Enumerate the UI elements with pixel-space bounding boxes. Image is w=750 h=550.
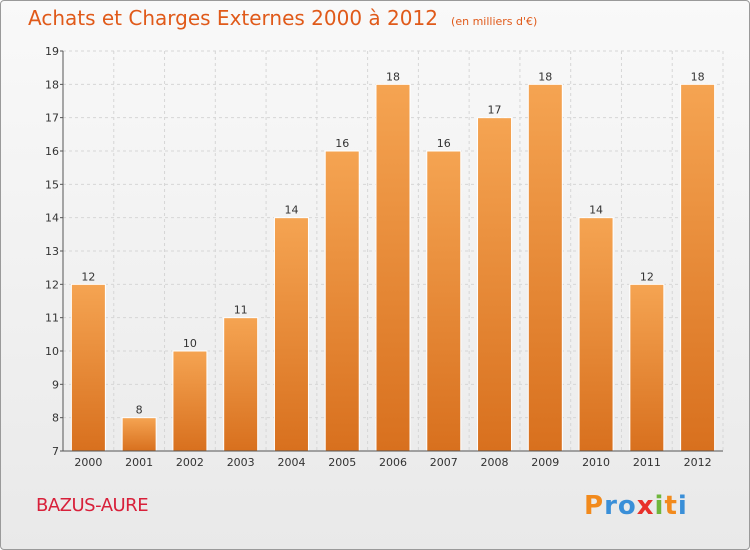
y-tick-label: 14 xyxy=(45,212,59,225)
x-tick-label: 2009 xyxy=(531,456,559,469)
bar-2012 xyxy=(680,83,716,452)
bar-2004 xyxy=(273,217,309,452)
data-label: 16 xyxy=(335,137,349,150)
x-tick-label: 2001 xyxy=(125,456,153,469)
y-tick-label: 13 xyxy=(45,245,59,258)
bar-2003 xyxy=(223,317,259,452)
y-tick-label: 8 xyxy=(52,412,59,425)
data-label: 18 xyxy=(386,70,400,83)
logo-letter: o xyxy=(617,491,637,521)
x-tick-label: 2008 xyxy=(481,456,509,469)
logo-letter: t xyxy=(664,491,678,521)
y-tick-label: 10 xyxy=(45,345,59,358)
y-tick-label: 11 xyxy=(45,312,59,325)
data-label: 11 xyxy=(234,304,248,317)
y-tick-label: 9 xyxy=(52,378,59,391)
x-tick-label: 2005 xyxy=(328,456,356,469)
data-label: 16 xyxy=(437,137,451,150)
logo-letter: r xyxy=(604,491,618,521)
y-tick-label: 18 xyxy=(45,78,59,91)
title-row: Achats et Charges Externes 2000 à 2012 (… xyxy=(28,6,537,30)
data-label: 17 xyxy=(488,104,502,117)
proxiti-logo: Proxiti xyxy=(584,491,688,521)
bar-2010 xyxy=(578,217,614,452)
x-tick-label: 2006 xyxy=(379,456,407,469)
logo-letter: i xyxy=(677,491,688,521)
data-label: 14 xyxy=(589,204,603,217)
bar-2011 xyxy=(629,283,665,452)
bar-2007 xyxy=(426,150,462,452)
x-tick-label: 2007 xyxy=(430,456,458,469)
data-label: 12 xyxy=(81,270,95,283)
x-tick-label: 2012 xyxy=(684,456,712,469)
y-tick-label: 12 xyxy=(45,278,59,291)
y-tick-label: 15 xyxy=(45,178,59,191)
data-label: 14 xyxy=(284,204,298,217)
data-label: 12 xyxy=(640,270,654,283)
logo-letter: x xyxy=(636,491,655,521)
data-label: 10 xyxy=(183,337,197,350)
y-tick-label: 16 xyxy=(45,145,59,158)
x-tick-label: 2004 xyxy=(277,456,305,469)
x-tick-label: 2000 xyxy=(74,456,102,469)
data-label: 18 xyxy=(691,70,705,83)
bar-2008 xyxy=(477,117,513,452)
commune-name: BAZUS-AURE xyxy=(36,495,149,516)
logo-letter: P xyxy=(584,491,605,521)
y-tick-label: 7 xyxy=(52,445,59,458)
bar-2006 xyxy=(375,83,411,452)
bar-2009 xyxy=(527,83,563,452)
chart-title: Achats et Charges Externes 2000 à 2012 xyxy=(28,6,438,30)
data-label: 18 xyxy=(538,70,552,83)
bar-2005 xyxy=(324,150,360,452)
bar-2001 xyxy=(121,417,157,452)
x-tick-label: 2010 xyxy=(582,456,610,469)
x-tick-label: 2011 xyxy=(633,456,661,469)
x-tick-label: 2002 xyxy=(176,456,204,469)
x-tick-label: 2003 xyxy=(227,456,255,469)
logo-letter: i xyxy=(654,491,665,521)
bar-2000 xyxy=(70,283,106,452)
y-tick-label: 19 xyxy=(45,45,59,58)
data-label: 8 xyxy=(136,404,143,417)
y-tick-label: 17 xyxy=(45,112,59,125)
chart-subtitle: (en milliers d'€) xyxy=(451,15,538,28)
bar-2002 xyxy=(172,350,208,452)
